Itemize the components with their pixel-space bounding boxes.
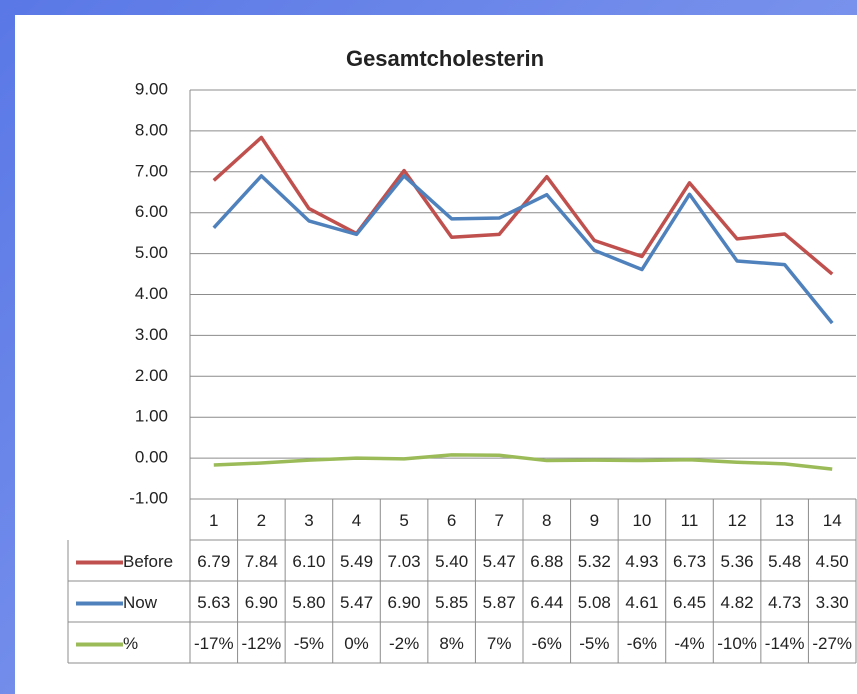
y-tick-label: 5.00 <box>135 243 168 262</box>
table-value: 6.45 <box>673 593 706 612</box>
legend-label: % <box>123 634 138 653</box>
table-value: 6.90 <box>245 593 278 612</box>
x-tick-label: 8 <box>542 511 551 530</box>
table-value: 3.30 <box>816 593 849 612</box>
x-tick-label: 1 <box>209 511 218 530</box>
table-value: 7.03 <box>388 552 421 571</box>
y-tick-label: -1.00 <box>129 488 168 507</box>
table-value: -12% <box>242 634 282 653</box>
table-value: 5.47 <box>340 593 373 612</box>
table-value: -6% <box>627 634 657 653</box>
y-tick-label: 4.00 <box>135 284 168 303</box>
table-value: -5% <box>294 634 324 653</box>
table-value: 5.40 <box>435 552 468 571</box>
table-value: -5% <box>579 634 609 653</box>
table-value: 6.79 <box>197 552 230 571</box>
table-value: -2% <box>389 634 419 653</box>
x-tick-label: 10 <box>632 511 651 530</box>
table-value: 4.82 <box>721 593 754 612</box>
legend-label: Before <box>123 552 173 571</box>
table-value: 8% <box>439 634 464 653</box>
x-tick-label: 14 <box>823 511 842 530</box>
table-value: 6.90 <box>388 593 421 612</box>
table-value: 5.47 <box>483 552 516 571</box>
x-tick-label: 12 <box>728 511 747 530</box>
table-value: -6% <box>532 634 562 653</box>
table-value: 5.49 <box>340 552 373 571</box>
table-value: 5.32 <box>578 552 611 571</box>
y-tick-label: 9.00 <box>135 79 168 98</box>
series-line <box>212 174 834 325</box>
table-value: 5.36 <box>721 552 754 571</box>
x-tick-label: 6 <box>447 511 456 530</box>
table-value: 6.10 <box>292 552 325 571</box>
table-value: 5.48 <box>768 552 801 571</box>
table-value: 6.73 <box>673 552 706 571</box>
table-value: -17% <box>194 634 234 653</box>
x-tick-label: 11 <box>681 511 699 530</box>
series-line <box>213 453 833 471</box>
table-value: -27% <box>812 634 852 653</box>
table-value: 5.85 <box>435 593 468 612</box>
table-value: -10% <box>717 634 757 653</box>
table-value: 5.87 <box>483 593 516 612</box>
table-value: 6.44 <box>530 593 563 612</box>
y-tick-label: 8.00 <box>135 120 168 139</box>
x-tick-label: 13 <box>775 511 794 530</box>
y-tick-label: 7.00 <box>135 161 168 180</box>
table-value: 0% <box>344 634 369 653</box>
y-tick-label: 6.00 <box>135 202 168 221</box>
x-tick-label: 5 <box>399 511 408 530</box>
table-value: 4.73 <box>768 593 801 612</box>
table-value: 7.84 <box>245 552 278 571</box>
table-value: 4.93 <box>625 552 658 571</box>
table-value: 5.63 <box>197 593 230 612</box>
table-value: 4.61 <box>625 593 658 612</box>
x-tick-label: 4 <box>352 511 361 530</box>
table-value: -4% <box>674 634 704 653</box>
chart-title: Gesamtcholesterin <box>346 46 544 71</box>
x-tick-label: 7 <box>494 511 503 530</box>
y-tick-label: 2.00 <box>135 366 168 385</box>
x-tick-label: 3 <box>304 511 313 530</box>
table-value: 6.88 <box>530 552 563 571</box>
y-tick-label: 1.00 <box>135 407 168 426</box>
x-tick-label: 2 <box>257 511 266 530</box>
y-tick-label: 0.00 <box>135 448 168 467</box>
table-value: 4.50 <box>816 552 849 571</box>
y-tick-label: 3.00 <box>135 325 168 344</box>
table-value: -14% <box>765 634 805 653</box>
table-value: 7% <box>487 634 512 653</box>
table-value: 5.08 <box>578 593 611 612</box>
legend-label: Now <box>123 593 158 612</box>
x-tick-label: 9 <box>590 511 599 530</box>
table-value: 5.80 <box>292 593 325 612</box>
